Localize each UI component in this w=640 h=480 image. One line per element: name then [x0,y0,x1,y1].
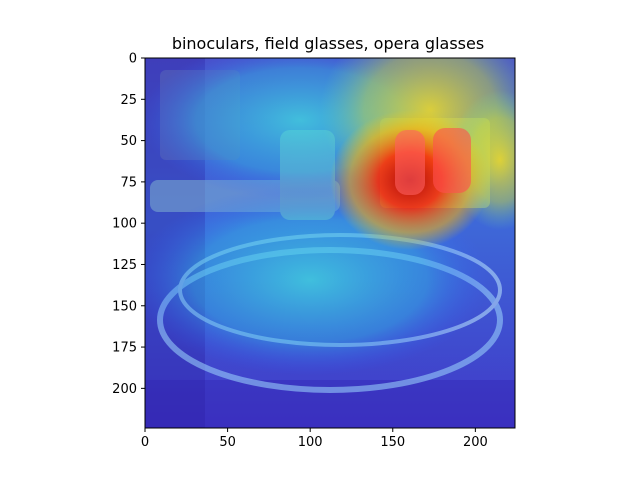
x-tick-label: 0 [141,435,149,450]
y-tick-label: 100 [112,217,137,232]
y-tick-label: 25 [120,93,137,108]
x-axis: 0 50 100 150 200 [141,428,488,450]
y-tick-label: 175 [112,341,137,356]
y-tick-label: 50 [120,134,137,149]
heatmap-plot [145,58,515,428]
axes-frame [144,57,516,429]
x-tick-label: 50 [219,435,236,450]
photo-red-parts [395,128,471,195]
y-tick-label: 75 [120,175,137,190]
y-tick-label: 0 [129,52,137,67]
chart-title: binoculars, field glasses, opera glasses [172,34,484,53]
y-tick-label: 200 [112,382,137,397]
y-axis: 0 25 50 75 100 125 150 175 200 [112,52,145,397]
x-tick-label: 200 [463,435,488,450]
y-tick-label: 150 [112,299,137,314]
x-tick-label: 150 [380,435,405,450]
x-tick-label: 100 [298,435,323,450]
y-tick-label: 125 [112,258,137,273]
